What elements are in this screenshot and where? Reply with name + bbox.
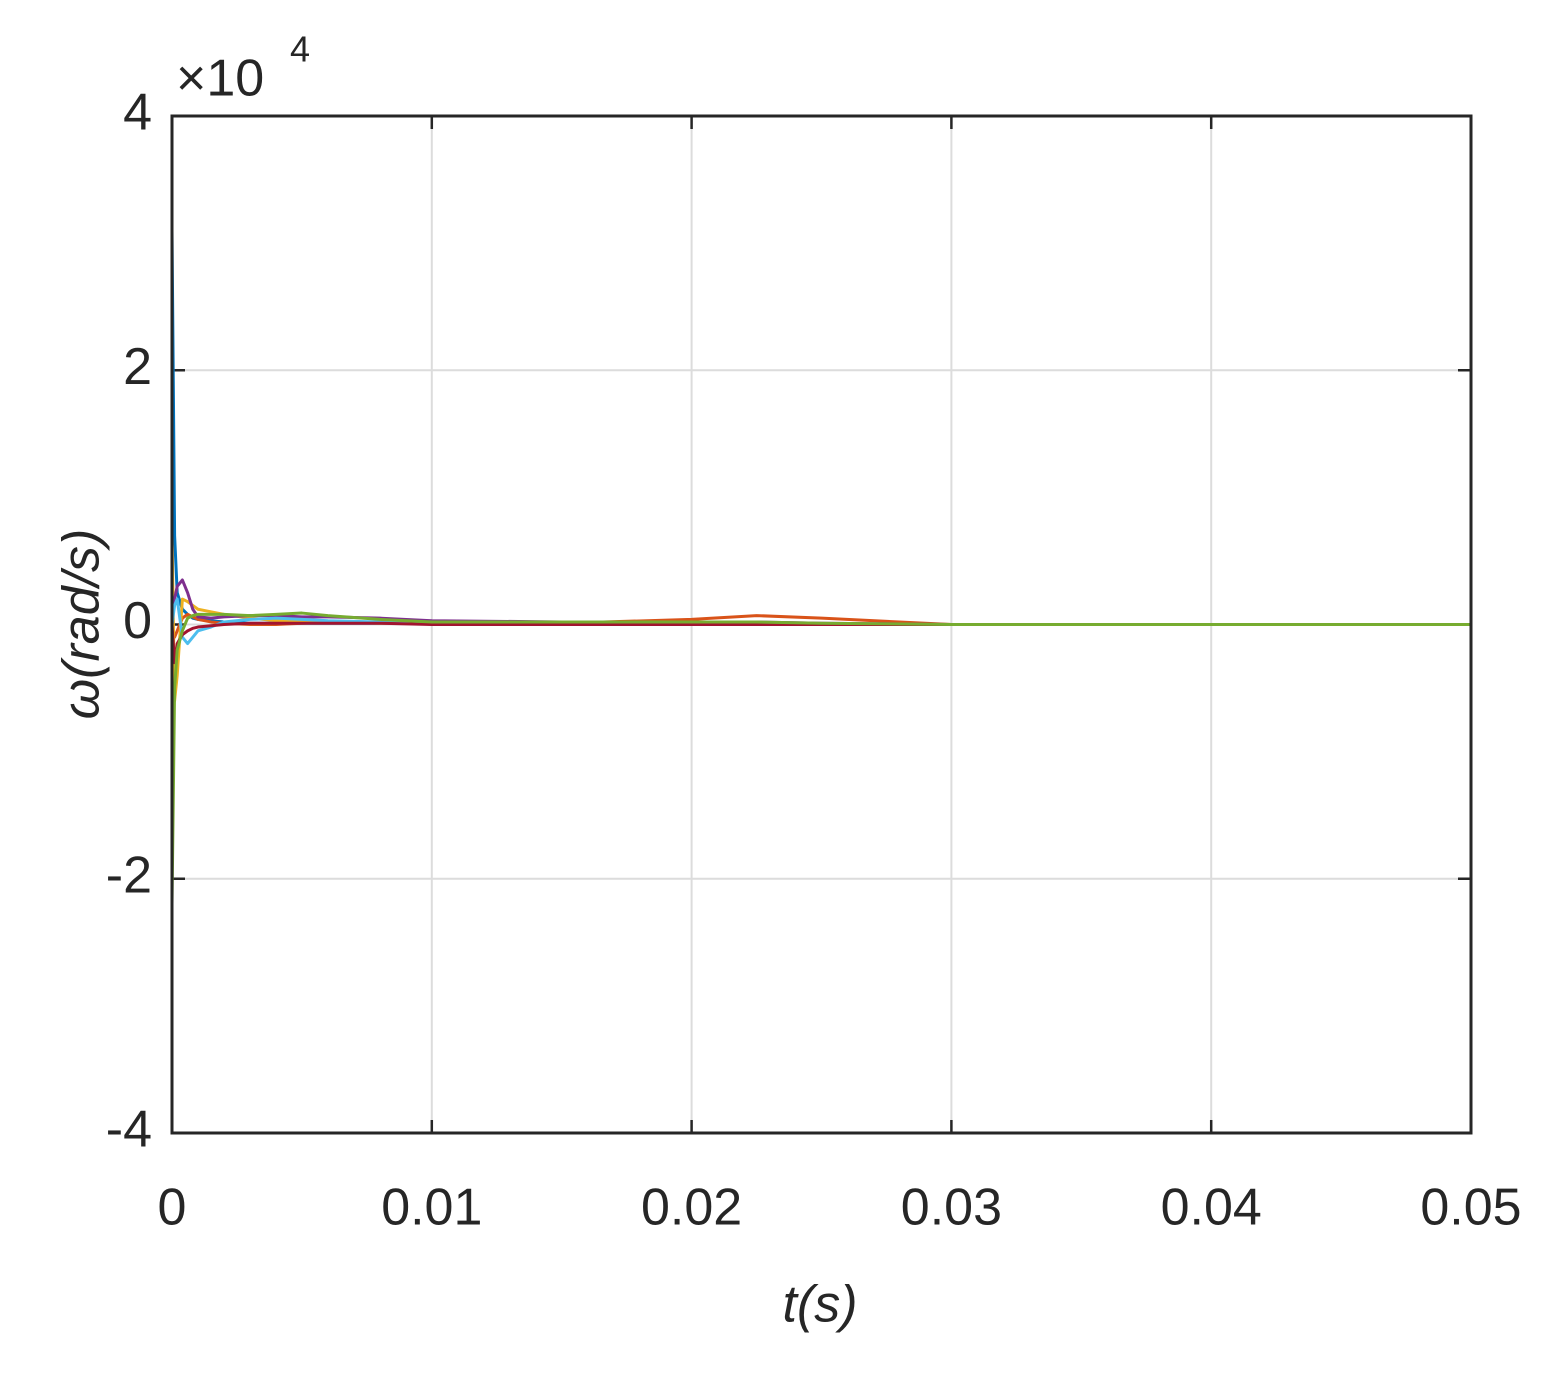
x-axis-label: t(s): [782, 1276, 857, 1334]
data-line: [170, 230, 1471, 626]
data-line: [170, 597, 1471, 646]
data-line: [170, 621, 1471, 665]
y-tick-label: -4: [106, 1101, 152, 1159]
x-tick-label: 0.05: [1420, 1179, 1521, 1237]
data-line: [170, 611, 1471, 905]
y-scale-exponent: 4: [290, 29, 310, 70]
y-tick-label: 4: [123, 84, 152, 142]
x-tick-label: 0.04: [1161, 1179, 1262, 1237]
x-tick-label: 0.03: [901, 1179, 1002, 1237]
y-tick-label: 0: [123, 592, 152, 650]
x-tick-label: 0.01: [381, 1179, 482, 1237]
plot-frame: [170, 114, 1473, 1135]
x-tick-label: 0: [158, 1179, 187, 1237]
y-scale-base: ×10: [176, 50, 264, 108]
x-tick-label: 0.02: [641, 1179, 742, 1237]
y-tick-label: -2: [106, 846, 152, 904]
y-axis-label: ω(rad/s): [53, 529, 111, 720]
y-tick-label: 2: [123, 338, 152, 396]
